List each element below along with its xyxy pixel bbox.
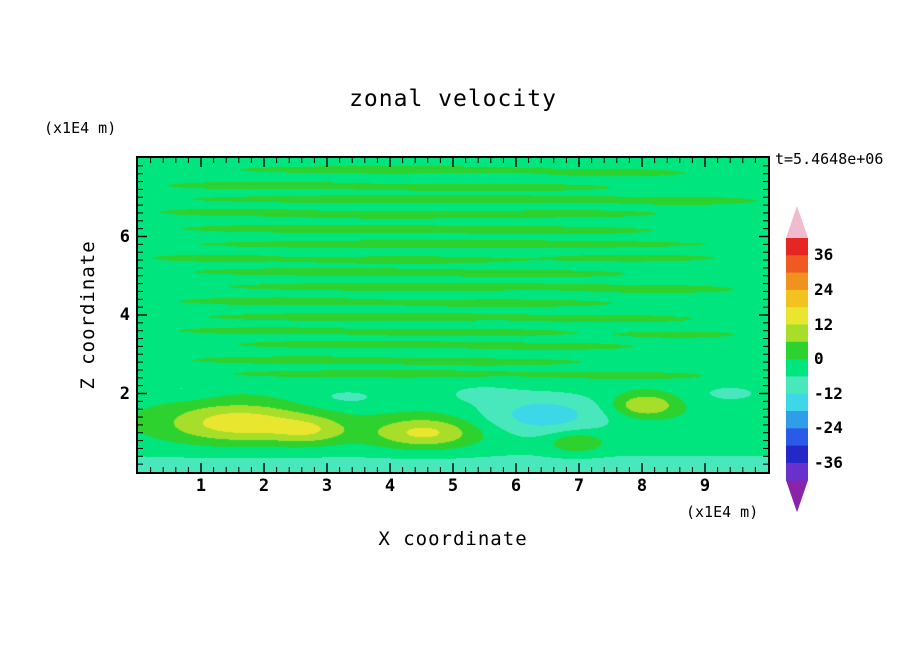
- colorbar-tick-label: 12: [814, 314, 834, 334]
- x-axis-unit-label: (x1E4 m): [686, 503, 759, 521]
- colorbar-tick-label: 0: [814, 349, 824, 369]
- y-tick-label: 4: [119, 305, 130, 325]
- axes-frame: [136, 156, 770, 474]
- x-tick-label: 2: [258, 476, 270, 496]
- colorbar-tick-label: 24: [814, 279, 834, 299]
- x-axis-label: X coordinate: [378, 528, 528, 550]
- time-annotation: t=5.4648e+06: [775, 150, 884, 168]
- colorbar: [786, 206, 808, 513]
- colorbar-tick-label: -12: [814, 383, 843, 403]
- y-axis-unit-label: (x1E4 m): [44, 119, 117, 137]
- x-tick-label: 9: [699, 476, 711, 496]
- y-tick-label: 2: [119, 383, 130, 404]
- x-tick-label: 1: [195, 476, 207, 496]
- colorbar-tick-label: 36: [814, 245, 834, 265]
- colorbar-tick-label: -36: [814, 452, 843, 472]
- x-tick-label: 6: [510, 476, 522, 496]
- colorbar-tick-label: -24: [814, 418, 843, 438]
- x-tick-label: 8: [636, 476, 648, 496]
- x-tick-label: 7: [573, 476, 585, 496]
- x-tick-label: 5: [447, 476, 459, 496]
- x-tick-label: 3: [321, 476, 333, 496]
- contour-field-canvas: [138, 158, 768, 472]
- y-tick-label: 6: [119, 226, 130, 247]
- plot-title: zonal velocity: [349, 86, 557, 112]
- x-tick-label: 4: [384, 476, 396, 496]
